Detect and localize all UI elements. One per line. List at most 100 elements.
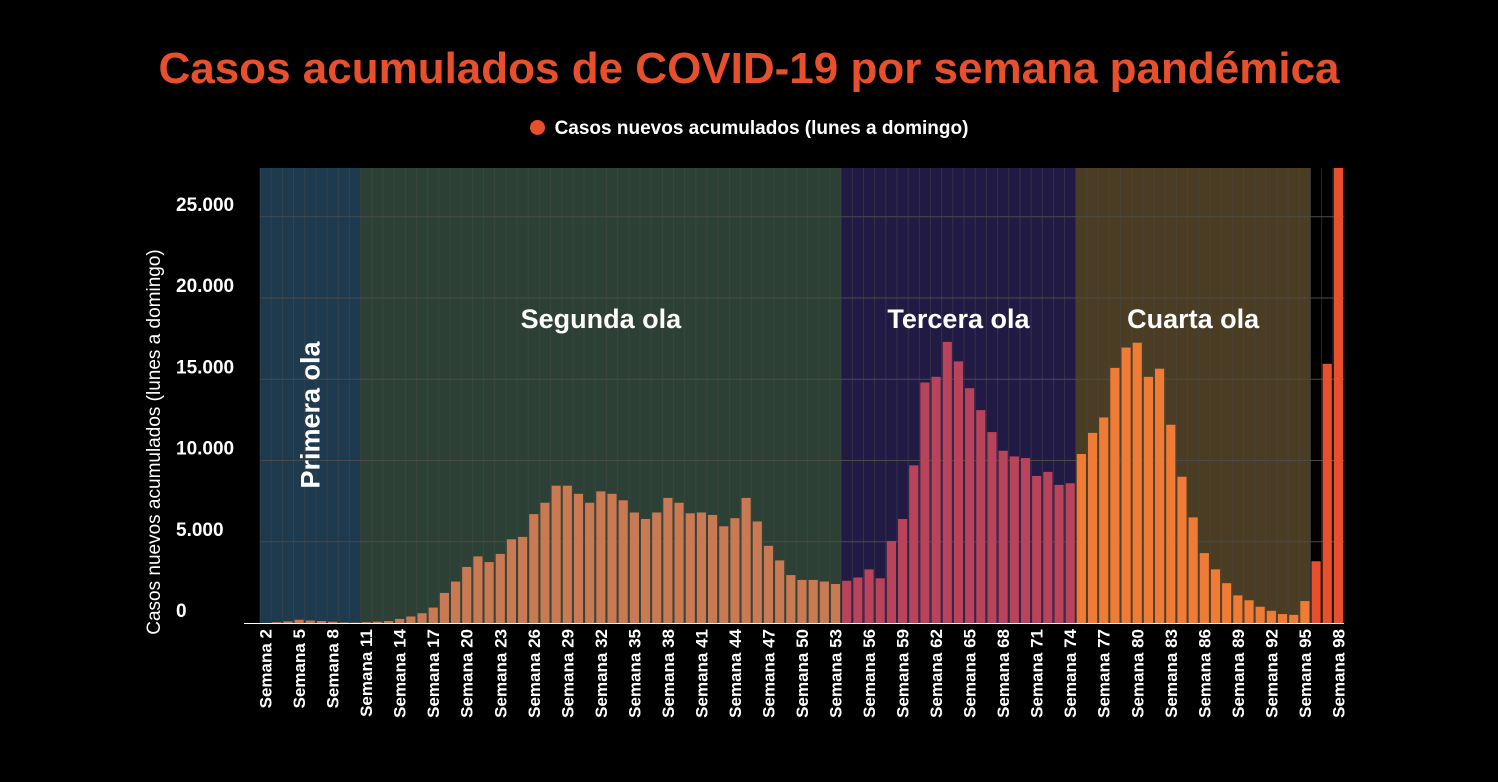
x-tick-label: Semana 86 [1195,629,1214,718]
bar-semana-69 [1009,456,1019,623]
legend-label: Casos nuevos acumulados (lunes a domingo… [554,118,969,139]
y-tick-label: 25.000 [176,195,234,216]
bar-semana-92 [1266,610,1276,623]
x-tick-label: Semana 38 [659,629,678,718]
bar-semana-17 [428,607,438,623]
bar-semana-84 [1177,476,1187,623]
y-tick-label: 20.000 [176,276,234,297]
bar-semana-7 [316,621,327,623]
x-tick-label: Semana 68 [994,629,1013,718]
bar-semana-67 [987,432,997,623]
bar-semana-5 [294,619,304,623]
bar-semana-87 [1210,569,1221,623]
x-tick-label: Semana 11 [357,629,376,717]
bars [272,168,1343,623]
bar-semana-64 [953,361,964,623]
y-axis-label: Casos nuevos acumulados (lunes a domingo… [144,249,165,635]
bar-semana-97 [1322,363,1332,623]
bar-semana-33 [607,493,617,623]
bar-semana-80 [1132,342,1142,623]
chart-title: Casos acumulados de COVID-19 por semana … [158,44,1340,93]
bar-semana-93 [1277,614,1288,623]
bar-semana-20 [462,566,472,623]
bar-semana-94 [1289,614,1299,623]
bar-semana-56 [864,569,874,623]
bar-semana-41 [696,512,707,623]
y-tick-label: 15.000 [176,357,234,378]
x-axis: Semana 2 Semana 5 Semana 8 Semana 11 Semana … [257,628,1349,717]
bar-semana-91 [1255,606,1265,623]
bar-semana-32 [596,491,606,623]
x-tick-label: Semana 32 [592,629,611,718]
bar-semana-65 [965,388,975,623]
bar-semana-73 [1054,484,1064,623]
bar-semana-35 [629,512,639,623]
bar-semana-62 [931,376,941,623]
bar-semana-43 [719,526,729,623]
bar-semana-96 [1311,561,1321,623]
bar-semana-48 [775,560,785,623]
bar-semana-30 [573,493,584,623]
x-tick-label: Semana 98 [1329,629,1348,718]
x-tick-label: Semana 44 [726,628,745,717]
bar-semana-83 [1166,424,1176,623]
bar-semana-72 [1043,471,1053,623]
bar-semana-63 [942,341,952,623]
bar-semana-50 [797,579,807,623]
bar-semana-74 [1065,483,1075,623]
bar-semana-27 [540,502,550,623]
x-tick-label: Semana 80 [1128,629,1147,718]
wave-band-1 [260,168,361,623]
bar-semana-70 [1020,458,1031,623]
bar-semana-37 [652,512,662,623]
x-tick-label: Semana 89 [1229,629,1248,718]
bar-semana-78 [1110,367,1120,623]
bar-semana-25 [518,536,528,623]
x-tick-label: Semana 50 [793,629,812,718]
x-tick-label: Semana 35 [625,629,644,718]
bar-semana-58 [886,540,896,623]
x-tick-label: Semana 95 [1296,629,1315,718]
x-tick-label: Semana 26 [525,629,544,718]
bar-semana-39 [674,502,684,623]
x-tick-label: Semana 92 [1262,629,1281,718]
bar-semana-57 [875,578,885,623]
x-tick-label: Semana 47 [759,629,778,718]
y-tick-label: 5.000 [176,520,224,541]
bar-semana-3 [272,622,282,623]
x-tick-label: Semana 2 [257,629,276,708]
bar-semana-79 [1121,347,1131,623]
bar-semana-85 [1188,517,1198,623]
y-tick-label: 0 [176,601,187,622]
bar-semana-13 [383,621,394,623]
legend-marker [529,120,545,135]
x-tick-label: Semana 59 [894,629,913,718]
y-tick-label: 10.000 [176,439,234,460]
x-tick-label: Semana 65 [961,629,980,718]
bar-semana-53 [830,584,841,623]
bar-semana-26 [529,514,539,623]
wave-label-3: Tercera ola [887,304,1030,334]
bar-semana-88 [1222,583,1232,623]
x-tick-label: Semana 62 [927,629,946,718]
wave-label-2: Segunda ola [521,304,683,334]
x-tick-label: Semana 23 [491,629,510,718]
bar-semana-52 [819,581,829,623]
bar-semana-21 [473,556,483,623]
x-tick-label: Semana 5 [290,629,309,708]
bar-semana-40 [685,513,695,623]
x-tick-label: Semana 71 [1028,629,1047,718]
bar-semana-12 [372,621,382,623]
bar-semana-34 [618,500,628,623]
bar-semana-55 [853,577,863,623]
x-tick-label: Semana 29 [558,629,577,718]
bar-semana-44 [730,518,740,623]
bar-semana-61 [920,382,930,623]
bar-semana-68 [998,450,1008,623]
bar-semana-47 [763,545,774,623]
bar-semana-46 [752,521,762,623]
bar-semana-60 [909,465,919,623]
bar-semana-82 [1155,368,1165,623]
bar-semana-29 [562,485,572,623]
